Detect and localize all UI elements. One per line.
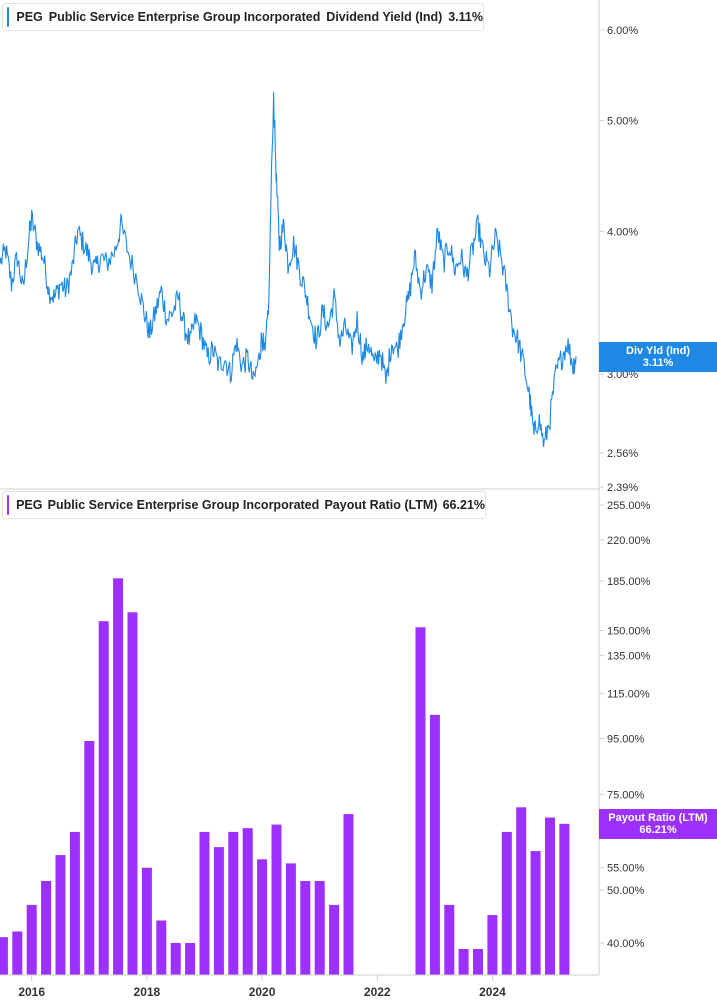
legend-bottom: PEG Public Service Enterprise Group Inco… [2,491,486,519]
legend-bottom-value: 66.21% [442,498,486,512]
payout-bar [300,881,311,975]
legend-top-value: 3.11% [448,10,483,24]
div-yield-tag-label: Div Yld (Ind) [626,345,690,357]
top-y-tick-label: 2.56% [607,448,638,460]
payout-bar [69,831,80,975]
payout-bar [127,612,138,975]
payout-bar [516,807,527,975]
payout-bar [545,817,555,975]
bottom-y-tick-label: 50.00% [607,885,645,897]
payout-bar [84,741,95,975]
payout-bar [314,881,325,975]
payout-bar [228,831,239,975]
bottom-y-axis: 255.00% 220.00% 185.00% 150.00% 135.00% 115.0… [599,500,651,950]
payout-bar [444,904,455,975]
div-yield-price-tag: Div Yld (Ind) 3.11% [599,342,717,372]
payout-tag-label: Payout Ratio (LTM) [608,812,708,824]
legend-bottom-metric: Payout Ratio (LTM) [324,498,438,512]
legend-bottom-company: Public Service Enterprise Group Incorpor… [47,498,320,512]
top-y-tick-label: 3.00% [607,369,638,381]
legend-top: PEG Public Service Enterprise Group Inco… [2,3,484,31]
x-tick-label: 2024 [479,985,506,999]
top-y-tick-label: 6.00% [607,25,638,37]
top-y-tick-label: 2.39% [607,482,638,494]
x-tick-label: 2022 [364,985,391,999]
payout-bar [199,831,210,975]
payout-bar [242,828,253,975]
x-tick-label: 2020 [249,985,276,999]
payout-bar [156,920,167,975]
legend-top-metric: Dividend Yield (Ind) [326,10,443,24]
payout-bar [12,931,23,975]
top-y-tick-label: 5.00% [607,116,638,128]
bottom-y-tick-label: 255.00% [607,500,651,512]
x-tick-label: 2016 [18,985,45,999]
x-axis: 2016 2018 2020 2022 2024 [18,975,506,999]
legend-bottom-ticker: PEG [16,498,43,512]
payout-bar [141,867,152,975]
bottom-y-tick-label: 150.00% [607,625,651,637]
bottom-y-tick-label: 95.00% [607,733,645,745]
top-y-tick-label: 4.00% [607,226,638,238]
payout-bar [55,855,66,975]
payout-bar [458,949,469,975]
payout-bar [213,847,224,975]
payout-price-tag: Payout Ratio (LTM) 66.21% [599,809,717,839]
bottom-y-tick-label: 115.00% [607,688,650,700]
payout-bar [530,851,541,975]
legend-top-company: Public Service Enterprise Group Incorpor… [48,10,321,24]
payout-bar [257,859,268,975]
top-y-axis: 6.00% 5.00% 4.00% 3.00% 2.56% 2.39% [599,25,638,494]
payout-bar [285,863,296,975]
payout-bar [329,904,340,975]
payout-bar [559,823,570,975]
dividend-yield-line [0,92,577,447]
bottom-y-tick-label: 40.00% [607,938,645,950]
bottom-y-tick-label: 220.00% [607,535,651,547]
payout-bar [41,881,52,975]
payout-bar [271,824,282,975]
payout-bar [429,714,440,975]
bottom-y-tick-label: 185.00% [607,576,651,588]
payout-bar [113,578,124,975]
payout-bar [26,904,37,975]
payout-bars [0,578,570,975]
div-yield-tag-value: 3.11% [642,357,674,369]
payout-bar [487,915,498,975]
bottom-y-tick-label: 75.00% [607,789,645,801]
payout-bar [473,949,483,975]
payout-bar [185,943,196,975]
legend-bottom-swatch [7,495,10,515]
payout-bar [98,621,109,975]
payout-bar [0,937,8,975]
bottom-y-tick-label: 55.00% [607,863,645,875]
legend-top-swatch [7,7,10,27]
payout-bar [501,831,512,975]
bottom-y-tick-label: 135.00% [607,650,651,662]
payout-bar [170,943,181,975]
payout-bar [415,627,426,975]
legend-top-ticker: PEG [16,10,43,24]
payout-tag-value: 66.21% [639,824,677,836]
payout-bar [343,814,354,975]
x-tick-label: 2018 [134,985,161,999]
